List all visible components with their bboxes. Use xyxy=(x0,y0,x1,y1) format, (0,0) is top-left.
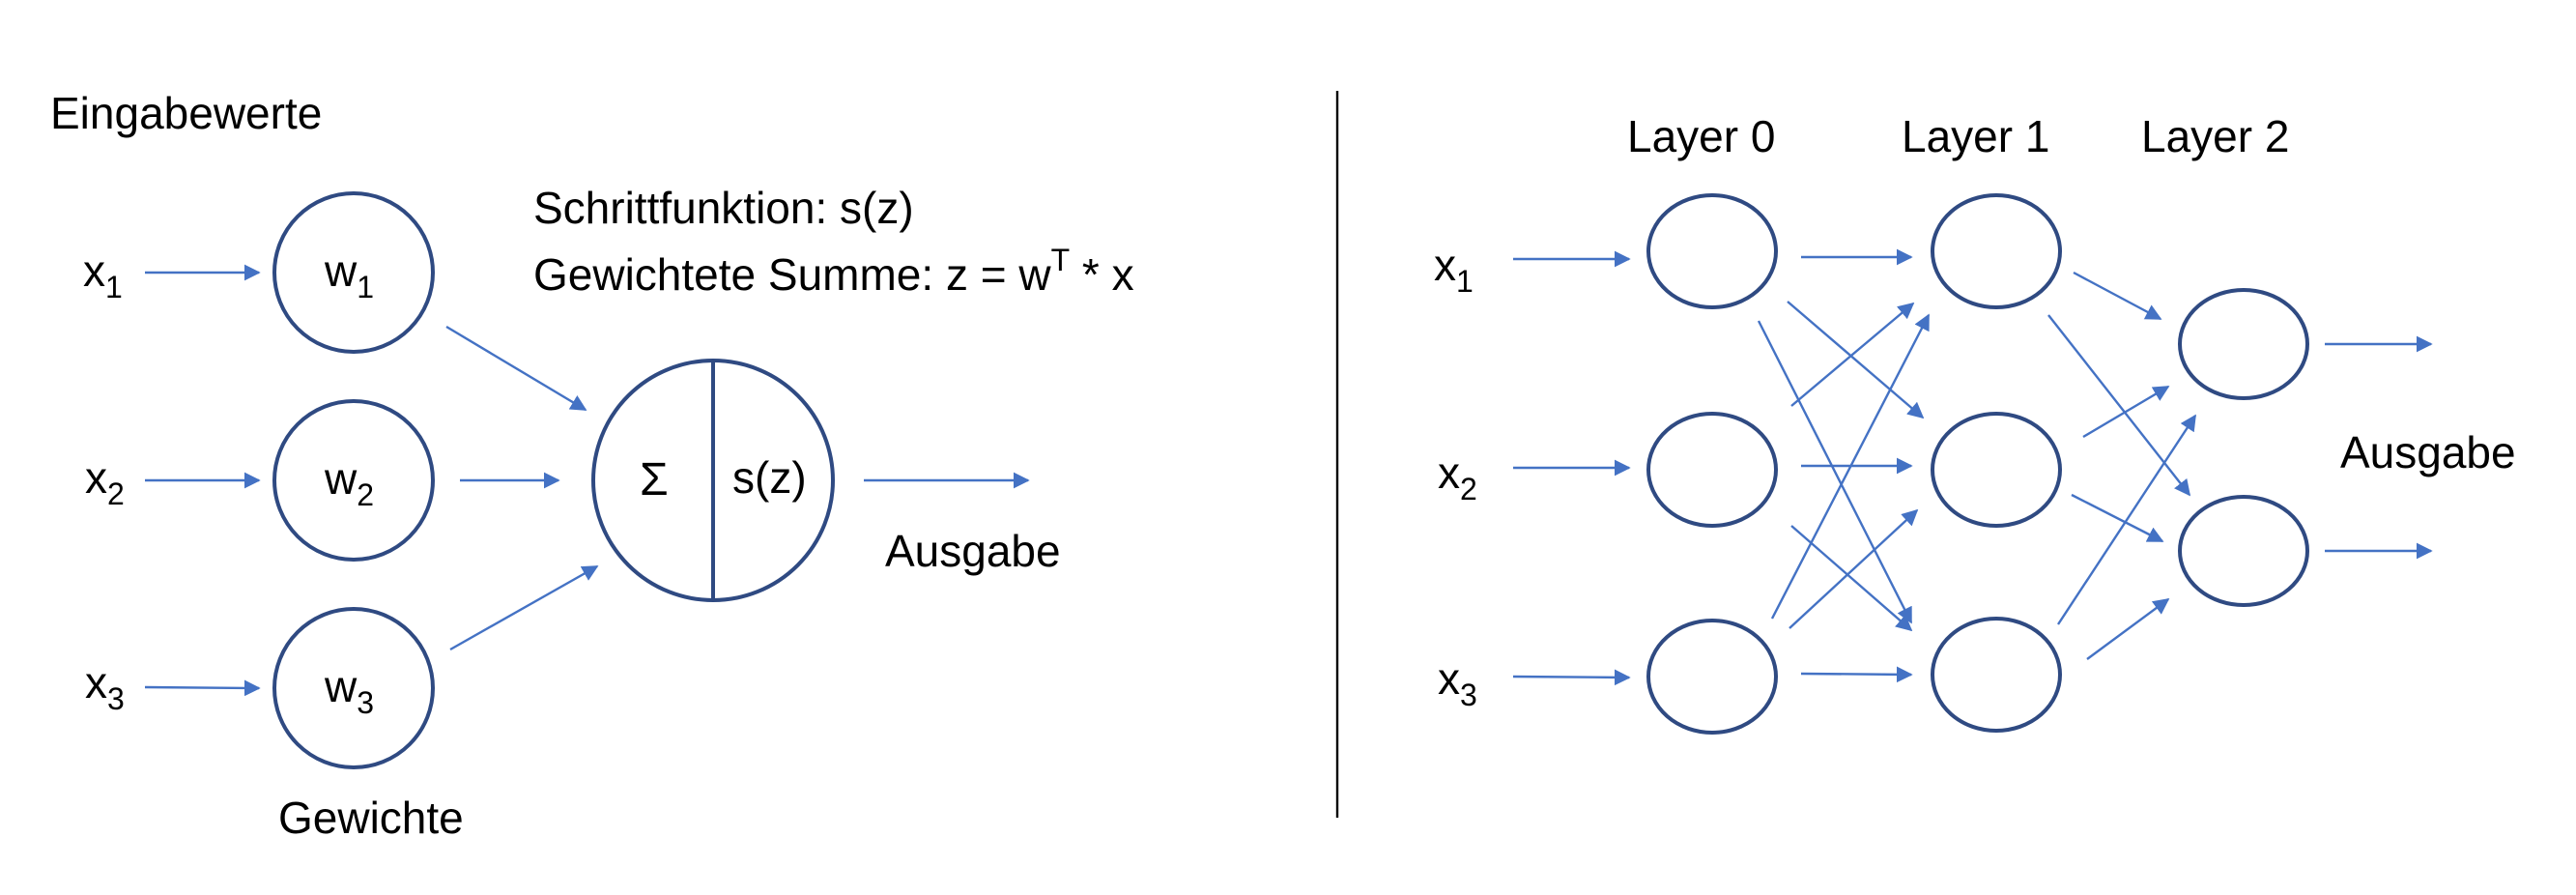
arrow-l1n1-l2n1 xyxy=(2071,493,2164,543)
arrow-l0n1-l1n0 xyxy=(1790,302,1915,407)
activation-label: s(z) xyxy=(732,452,807,503)
layer0-node-2 xyxy=(1646,412,1778,528)
layer1-node-3 xyxy=(1931,617,2062,733)
arrow-l0n1-l1n2 xyxy=(1790,525,1913,632)
arrow-x3-l0 xyxy=(1512,669,1631,686)
weight-label-w2: w2 xyxy=(324,453,374,512)
layer1-node-1 xyxy=(1931,193,2062,309)
layer1-node-2 xyxy=(1931,412,2062,528)
arrow-w3-sum xyxy=(449,564,599,651)
network-input-x2: x2 xyxy=(1438,448,1477,506)
weight-label-w1: w1 xyxy=(324,245,374,304)
arrow-l0n2-l1n1 xyxy=(1789,508,1919,629)
network-output-label: Ausgabe xyxy=(2340,427,2516,477)
perceptron-input-x3: x3 xyxy=(85,657,125,716)
weight-node-w2 xyxy=(272,399,435,562)
weighted-sum-label: Gewichtete Summe: z = wT * x xyxy=(533,243,1134,300)
layer-2-label: Layer 2 xyxy=(2141,111,2289,161)
layer-1-label: Layer 1 xyxy=(1902,111,2049,161)
sum-symbol: Σ xyxy=(640,454,669,505)
layer0-node-3 xyxy=(1646,619,1778,735)
step-function-label: Schrittfunktion: s(z) xyxy=(533,183,914,233)
network-diagram: Layer 0 Layer 1 Layer 2 x1 x2 x3 xyxy=(1434,111,2516,735)
network-input-x1: x1 xyxy=(1434,240,1474,299)
weights-label: Gewichte xyxy=(278,793,464,843)
arrow-l0n0-l1n1 xyxy=(1787,301,1925,419)
inputs-label: Eingabewerte xyxy=(50,88,322,138)
perceptron-input-x2: x2 xyxy=(85,452,125,511)
layer-0-label: Layer 0 xyxy=(1627,111,1775,161)
arrow-w1-sum xyxy=(445,325,587,412)
perceptron-diagram: Eingabewerte Schrittfunktion: s(z) Gewic… xyxy=(50,88,1134,843)
arrow-l1n0-l2n1 xyxy=(2047,314,2191,497)
perceptron-input-x1: x1 xyxy=(83,245,123,304)
arrow-l1n2-l2n0 xyxy=(2056,414,2197,625)
layer0-node-1 xyxy=(1646,193,1778,309)
arrow-l1n2-l2n1 xyxy=(2086,598,2170,660)
perceptron-output-label: Ausgabe xyxy=(885,526,1061,576)
arrow-x3-w3 xyxy=(144,679,261,697)
weight-label-w3: w3 xyxy=(324,661,374,720)
arrow-l0n0-l1n2 xyxy=(1757,320,1913,624)
network-input-x3: x3 xyxy=(1438,653,1477,712)
weight-node-w3 xyxy=(272,607,435,769)
weight-node-w1 xyxy=(272,191,435,354)
arrow-l1n1-l2n0 xyxy=(2082,385,2170,439)
arrow-l1n0-l2n0 xyxy=(2073,271,2162,321)
arrow-l0n2-l1n2 xyxy=(1800,666,1913,683)
arrow-l0n2-l1n0 xyxy=(1770,313,1931,620)
layer2-node-2 xyxy=(2178,495,2309,607)
layer2-node-1 xyxy=(2178,288,2309,400)
